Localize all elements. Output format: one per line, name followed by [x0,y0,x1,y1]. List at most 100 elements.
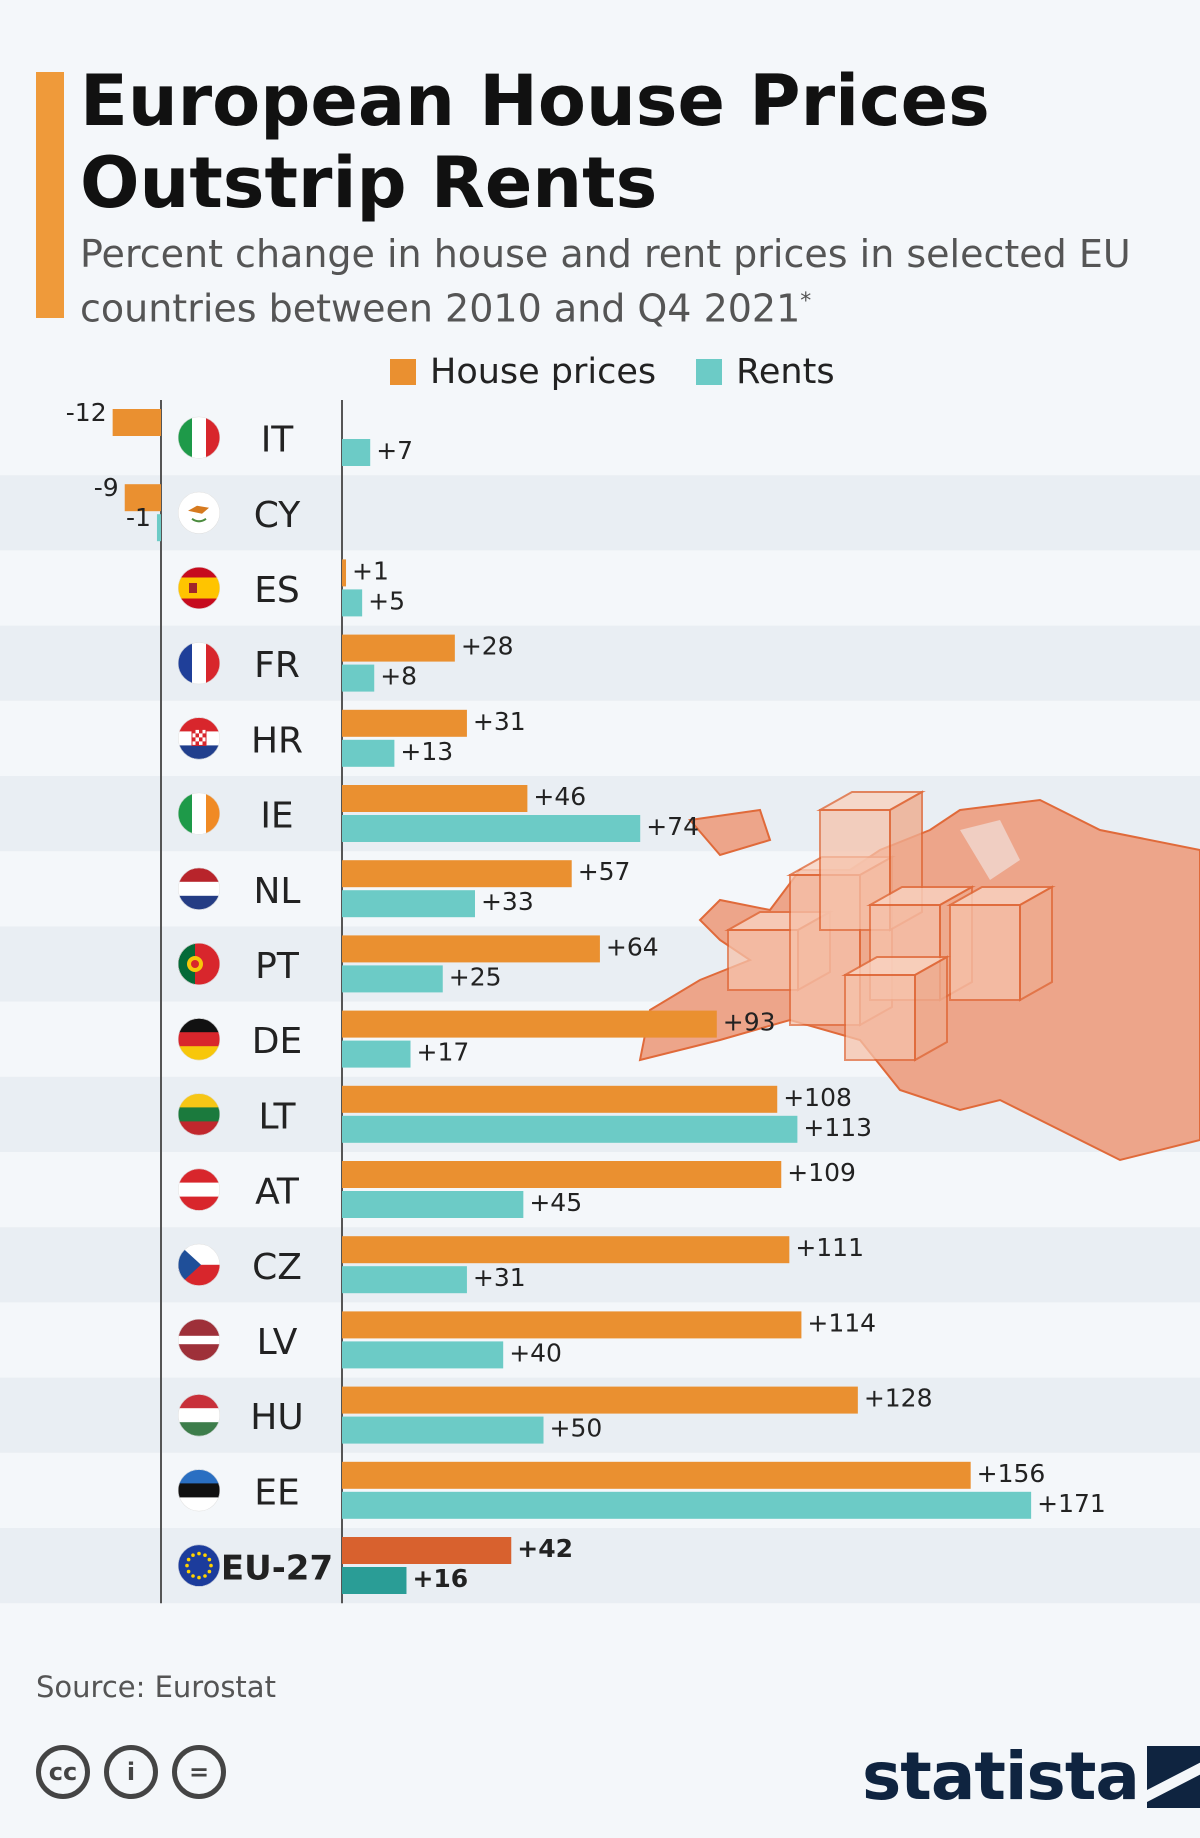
house-price-value-label: +28 [461,632,514,661]
house-price-value-label: +57 [578,857,631,886]
rent-value-label: +113 [803,1113,872,1142]
map-building [727,929,799,991]
house-price-value-label: +64 [606,932,659,961]
house-price-bar [342,1010,717,1038]
latvia-flag-icon [178,1319,220,1361]
subtitle-text: Percent change in house and rent prices … [80,232,1131,331]
map-shape [688,808,772,857]
map-building [949,904,1021,1001]
map-building-side [1019,885,1053,1002]
rent-bar [342,890,475,918]
house-price-bar [342,1236,790,1264]
by-icon: i [104,1745,158,1799]
rent-bar [342,1266,467,1294]
source-note: Source: Eurostat [36,1670,276,1704]
croatia-flag-icon [178,717,220,760]
rent-bar [342,815,641,842]
rent-value-label: +7 [376,436,413,465]
spain-flag-icon [178,567,220,609]
map-building [844,974,916,1061]
rent-bar [342,1191,524,1218]
house-price-bar [342,1085,778,1113]
rent-value-label: +31 [473,1263,526,1292]
category-label: IT [261,420,295,461]
category-label: ES [254,570,300,611]
house-price-bar [342,1386,858,1414]
house-price-bar [124,484,161,512]
czechia-flag-icon [178,1243,220,1286]
house-price-bar [342,1461,971,1489]
rent-value-label: +5 [368,586,405,615]
rent-value-label: -1 [126,503,151,532]
legend-swatch-rents [696,359,723,385]
austria-flag-icon [178,1168,220,1211]
map-shape [960,820,1020,880]
house-price-bar [342,634,455,662]
estonia-flag-icon [178,1469,220,1512]
rent-value-label: +13 [400,737,453,766]
rent-bar [342,1416,544,1444]
nd-icon: = [172,1745,226,1799]
rent-bar [342,1567,407,1594]
germany-flag-icon [178,1018,220,1061]
rent-bar [156,514,161,542]
house-price-bar [342,860,572,888]
house-price-value-label: +156 [977,1459,1046,1488]
europe-map-icon [638,790,1200,1162]
netherlands-flag-icon [178,867,220,910]
map-building-side [914,955,948,1062]
house-price-bar [342,709,467,737]
lithuania-flag-icon [178,1093,220,1136]
category-label: AT [255,1172,300,1213]
category-label: CZ [252,1247,302,1288]
chart-subtitle: Percent change in house and rent prices … [80,230,1160,333]
rent-bar [342,439,371,466]
rent-bar [342,965,443,993]
statista-logo[interactable]: statista [862,1738,1200,1815]
house-price-value-label: -9 [94,473,119,502]
house-price-value-label: +109 [787,1158,856,1187]
rent-value-label: +16 [412,1564,468,1593]
rent-value-label: +33 [481,887,534,916]
logo-wordmark: statista [862,1738,1140,1815]
rent-value-label: +17 [417,1038,470,1067]
statista-mark-icon [1146,1745,1200,1808]
legend-item-rents: Rents [696,352,835,392]
category-label: HR [251,720,303,761]
license-icons: cc i = [36,1745,240,1799]
category-label: DE [252,1021,302,1062]
category-label: IE [260,796,293,837]
category-label: LT [258,1096,296,1137]
portugal-flag-icon [178,943,220,985]
italy-flag-icon [178,416,220,459]
france-flag-icon [178,642,220,685]
hungary-flag-icon [178,1394,220,1437]
footnote-mark: * [800,289,812,314]
house-price-value-label: +128 [864,1384,933,1413]
rent-value-label: +40 [509,1338,562,1367]
category-label: CY [254,495,302,536]
legend-label-house: House prices [430,352,657,392]
cc-icon: cc [36,1745,90,1799]
category-label: EE [254,1472,300,1513]
rent-value-label: +8 [380,662,417,691]
house-price-value-label: +31 [473,707,526,736]
rent-bar [342,739,395,767]
category-label: NL [254,871,301,912]
title-accent-bar [36,72,64,318]
bar-chart: IT -12 +7 CY -9-1 ES +1+5 FR +28 +8 HR +31 +13 IE +46 +… [0,400,1200,1604]
house-price-bar [342,559,347,587]
category-label: PT [255,946,300,987]
house-price-bar [342,1537,512,1564]
category-label: LV [257,1322,298,1363]
category-label: HU [250,1397,303,1438]
house-price-value-label: +93 [723,1008,776,1037]
house-price-bar [342,1161,782,1188]
rent-bar [342,589,363,617]
category-label: FR [254,645,300,686]
rent-bar [342,1115,798,1143]
house-price-value-label: +46 [533,782,586,811]
rent-value-label: +74 [646,812,699,841]
rent-value-label: +50 [550,1414,603,1443]
rent-value-label: +25 [449,962,502,991]
